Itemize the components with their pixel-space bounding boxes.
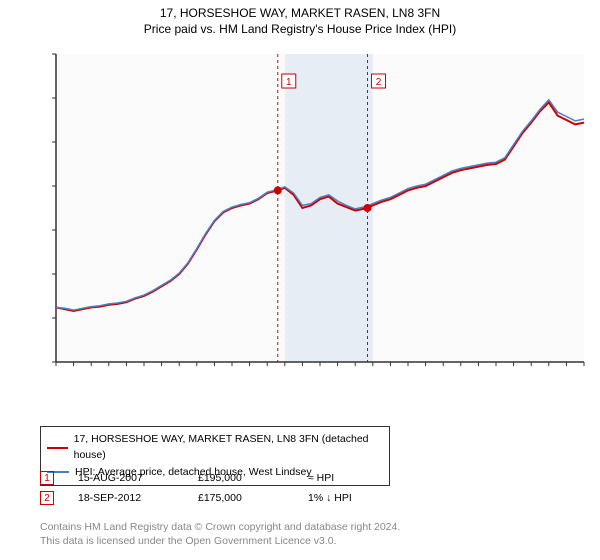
footer-line-1: Contains HM Land Registry data © Crown c…	[40, 520, 400, 534]
footer-line-2: This data is licensed under the Open Gov…	[40, 534, 400, 548]
marker-trend: ≈ HPI	[308, 472, 388, 484]
footer-attribution: Contains HM Land Registry data © Crown c…	[40, 520, 400, 548]
marker-index-box: 2	[40, 491, 54, 505]
marker-price: £195,000	[198, 472, 308, 484]
marker-price: £175,000	[198, 492, 308, 504]
price-chart: £0£50K£100K£150K£200K£250K£300K£350K1995…	[50, 48, 590, 368]
marker-date: 15-AUG-2007	[78, 472, 198, 484]
legend-item: 17, HORSESHOE WAY, MARKET RASEN, LN8 3FN…	[47, 432, 383, 464]
chart-subtitle: Price paid vs. HM Land Registry's House …	[0, 20, 600, 36]
marker-row: 1 15-AUG-2007£195,000≈ HPI	[40, 470, 388, 486]
svg-text:1: 1	[286, 77, 292, 88]
svg-text:2: 2	[376, 77, 382, 88]
marker-date: 18-SEP-2012	[78, 492, 198, 504]
marker-row: 2 18-SEP-2012£175,0001% ↓ HPI	[40, 490, 388, 506]
marker-trend: 1% ↓ HPI	[308, 492, 388, 504]
chart-title: 17, HORSESHOE WAY, MARKET RASEN, LN8 3FN	[0, 0, 600, 20]
legend-label: 17, HORSESHOE WAY, MARKET RASEN, LN8 3FN…	[74, 432, 383, 464]
sale-marker-table: 1 15-AUG-2007£195,000≈ HPI 2 18-SEP-2012£17…	[40, 466, 388, 510]
legend-swatch	[47, 447, 68, 449]
marker-index-box: 1	[40, 471, 54, 485]
